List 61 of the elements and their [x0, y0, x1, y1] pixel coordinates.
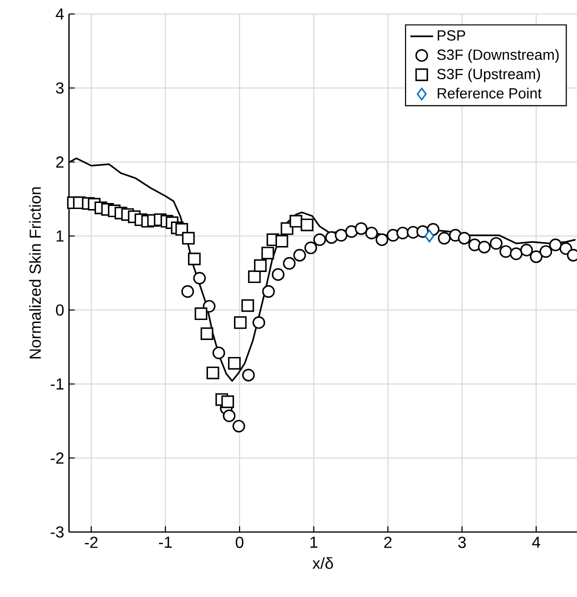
point: [254, 259, 267, 272]
point: [206, 366, 220, 380]
x-axis-title: x/δ: [312, 557, 333, 569]
point: [290, 214, 302, 228]
point: [334, 228, 348, 242]
point: [188, 252, 201, 266]
point: [252, 316, 266, 329]
point: [232, 420, 246, 433]
point: [182, 232, 195, 245]
point: [272, 268, 284, 281]
point: [241, 299, 254, 312]
point: [304, 242, 318, 254]
point: [365, 226, 378, 240]
point: [276, 234, 288, 248]
point: [458, 232, 471, 245]
x-tick-label: 3: [458, 536, 466, 548]
point: [300, 218, 314, 232]
point: [262, 285, 275, 298]
legend-label: S3F (Downstream): [437, 49, 559, 63]
x-tick-label: 4: [532, 536, 540, 548]
point: [181, 285, 194, 298]
point: [212, 346, 226, 360]
x-tick-label: -1: [159, 536, 172, 548]
y-tick-label: 1: [56, 230, 64, 242]
point: [345, 225, 358, 238]
point: [478, 240, 491, 254]
y-tick-label: 3: [56, 82, 64, 94]
point: [424, 230, 434, 242]
point: [282, 257, 296, 270]
x-tick-label: 1: [310, 536, 318, 548]
point: [396, 226, 410, 240]
point: [234, 316, 247, 329]
point: [228, 356, 241, 370]
point: [293, 248, 306, 262]
y-tick-label: 0: [56, 304, 64, 316]
point: [490, 237, 502, 250]
point: [221, 395, 234, 408]
point: [242, 368, 255, 382]
y-tick-label: -3: [50, 526, 64, 538]
y-tick-label: -2: [50, 452, 64, 464]
legend-label: S3F (Upstream): [437, 68, 540, 82]
y-axis-title: Normalized Skin Friction: [29, 187, 41, 358]
point: [530, 250, 543, 264]
point: [200, 327, 214, 340]
legend-label: Reference Point: [438, 88, 542, 99]
point: [194, 307, 208, 320]
point: [438, 232, 451, 245]
point: [248, 270, 261, 284]
y-tick-label: -1: [50, 378, 64, 390]
x-tick-label: 0: [236, 536, 244, 548]
point: [261, 246, 274, 260]
point: [193, 272, 206, 285]
y-tick-label: 4: [56, 8, 64, 20]
legend-label: PSP: [438, 30, 466, 41]
point: [386, 228, 400, 242]
y-tick-label: 2: [56, 156, 64, 168]
point: [313, 233, 326, 246]
point: [222, 409, 236, 422]
point: [354, 222, 368, 235]
x-tick-label: 2: [384, 536, 392, 548]
x-tick-label: -2: [84, 536, 98, 548]
